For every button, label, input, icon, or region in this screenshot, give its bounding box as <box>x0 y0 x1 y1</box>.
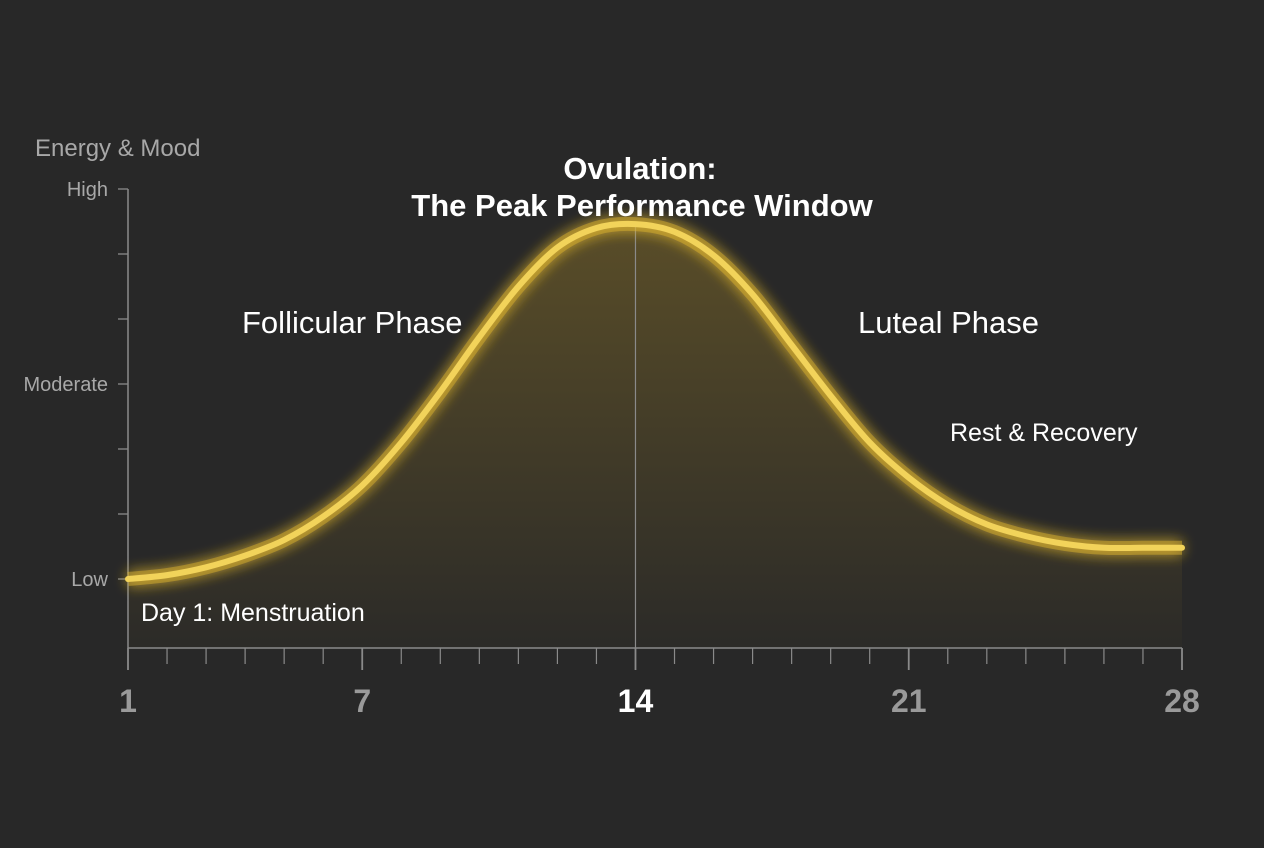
x-tick-label: 28 <box>1164 683 1200 719</box>
y-tick-label: High <box>67 179 108 201</box>
chart-subtitle: The Peak Performance Window <box>411 188 873 223</box>
y-tick-label: Moderate <box>24 374 109 396</box>
y-axis-ticks: Low Moderate High <box>24 179 128 591</box>
annotation-luteal-phase: Luteal Phase <box>858 305 1039 340</box>
x-axis-ticks: 1 7 14 21 28 <box>119 648 1200 719</box>
annotation-rest-recovery: Rest & Recovery <box>950 419 1138 447</box>
y-tick-label: Low <box>71 569 108 591</box>
curve-area-fill <box>128 223 1182 648</box>
annotation-follicular-phase: Follicular Phase <box>242 305 463 340</box>
x-tick-label: 1 <box>119 683 137 719</box>
x-tick-label: 7 <box>353 683 371 719</box>
annotation-day1-menstruation: Day 1: Menstruation <box>141 599 365 627</box>
energy-mood-curve <box>125 220 1185 582</box>
x-tick-label: 21 <box>891 683 927 719</box>
chart-title: Ovulation: <box>563 151 716 186</box>
x-tick-label: 14 <box>618 683 654 719</box>
y-axis-label: Energy & Mood <box>35 135 200 162</box>
